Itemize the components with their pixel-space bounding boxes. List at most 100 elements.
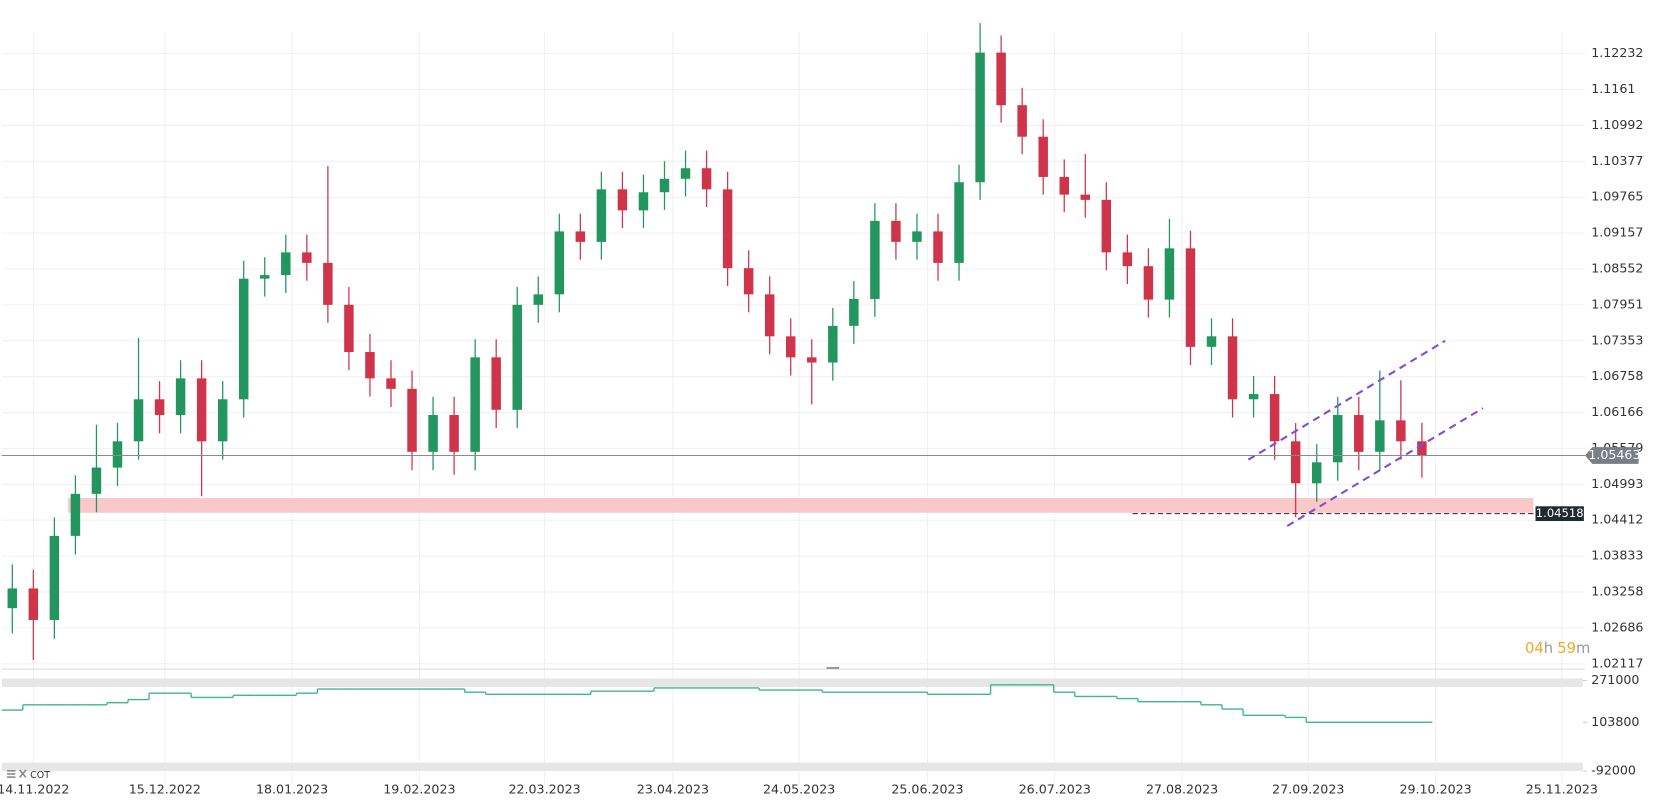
candle-body <box>1038 136 1048 177</box>
icon <box>7 773 16 775</box>
candle-body <box>470 357 480 452</box>
candle-body <box>91 467 102 494</box>
channel-upper <box>1247 339 1446 461</box>
y-tick-label: 1.09157 <box>1591 225 1643 240</box>
y-tick-label: 1.03258 <box>1591 584 1643 599</box>
y-tick-label: 1.07353 <box>1591 332 1643 347</box>
candle-body <box>1269 394 1280 442</box>
icon <box>7 776 16 778</box>
candle-body <box>386 378 396 389</box>
candle-body <box>281 252 291 276</box>
grid <box>1 31 1585 784</box>
candle-body <box>1290 441 1301 484</box>
indicator-name: COT <box>30 770 50 781</box>
candles <box>1 23 1585 660</box>
candle-body <box>1101 199 1112 253</box>
candle-body <box>407 388 417 452</box>
candle-body <box>638 192 649 211</box>
candle-body <box>302 252 312 263</box>
candle-body <box>1017 105 1027 137</box>
candle-body <box>533 294 543 305</box>
candle-body <box>1417 441 1427 456</box>
candle-body <box>975 52 985 183</box>
x-tick-label: 23.04.2023 <box>637 782 709 797</box>
y2-tick-label: -92000 <box>1591 763 1636 778</box>
candle-body <box>912 231 922 242</box>
indicator-icons <box>7 769 27 778</box>
candle-body <box>870 220 880 299</box>
icon <box>19 769 27 778</box>
icon <box>7 770 16 772</box>
y-tick-label: 1.12232 <box>1591 45 1643 60</box>
candle-body <box>28 588 39 620</box>
x-tick-label: 25.11.2023 <box>1526 782 1598 797</box>
candle-body <box>112 441 123 468</box>
candle-body <box>1143 266 1154 300</box>
candle-body <box>701 168 712 190</box>
y-tick-label: 1.07951 <box>1591 296 1643 311</box>
y2-tick-label: 271000 <box>1591 672 1639 687</box>
y-tick-label: 1.02117 <box>1591 655 1643 670</box>
countdown-hours: 04 <box>1525 640 1544 657</box>
candle-body <box>1375 420 1385 452</box>
candle-body <box>722 189 733 269</box>
candle-body <box>512 304 522 410</box>
y-tick-label: 1.10992 <box>1591 117 1643 132</box>
y-tick-label: 1.10377 <box>1591 153 1643 168</box>
candle-body <box>1206 336 1217 347</box>
candle-body <box>680 168 691 179</box>
candle-body <box>449 415 459 452</box>
x-tick-label: 22.03.2023 <box>508 782 580 797</box>
band-bottom <box>1 762 1583 772</box>
y-tick-label: 1.03833 <box>1591 548 1643 563</box>
candle-body <box>49 535 60 620</box>
candle-body <box>175 378 186 416</box>
candle-body <box>996 52 1006 106</box>
candle-body <box>617 189 628 211</box>
countdown-minutes: 59 <box>1557 640 1576 657</box>
candle-body <box>1122 252 1133 267</box>
y-tick-label: 1.04993 <box>1591 476 1643 491</box>
y2-tick-label: 103800 <box>1591 714 1639 729</box>
candle-body <box>807 357 817 363</box>
y-tick-label: 1.08552 <box>1591 261 1643 276</box>
candle-body <box>196 378 207 442</box>
candle-body <box>323 262 333 305</box>
countdown-m: m <box>1576 640 1590 657</box>
candle-body <box>849 298 859 326</box>
x-tick-label: 24.05.2023 <box>763 782 835 797</box>
y-tick-label: 1.02686 <box>1591 619 1643 634</box>
candle-body <box>786 336 796 358</box>
candle-body <box>1354 415 1364 452</box>
candle-body <box>7 588 18 609</box>
level-label-box <box>1535 506 1584 522</box>
x-tick-label: 29.10.2023 <box>1399 782 1471 797</box>
x-tick-label: 19.02.2023 <box>383 782 455 797</box>
candle-body <box>743 268 754 295</box>
candle-body <box>933 231 943 263</box>
last-price-label: 1.05463 <box>1588 447 1640 462</box>
candle-body <box>1059 176 1069 195</box>
zone-layer <box>68 498 1534 515</box>
candle-body <box>365 352 375 379</box>
support-zone <box>68 498 1534 513</box>
candle-body <box>954 182 964 263</box>
x-tick-label: 18.01.2023 <box>256 782 328 797</box>
level-label: 1.04518 <box>1536 506 1584 520</box>
y-tick-label: 1.06166 <box>1591 404 1643 419</box>
candle-body <box>238 278 249 400</box>
y-tick-label: 1.09765 <box>1591 189 1643 204</box>
candle-body <box>1185 248 1196 347</box>
x-tick-label: 27.08.2023 <box>1146 782 1218 797</box>
y-tick-label: 1.1161 <box>1591 81 1635 96</box>
candle-body <box>154 399 165 416</box>
y-tick-label: 1.04412 <box>1591 512 1643 527</box>
candle-body <box>828 325 838 363</box>
candle-body <box>344 304 354 353</box>
candle-body <box>554 231 565 295</box>
x-tick-label: 25.06.2023 <box>891 782 963 797</box>
countdown-h: h <box>1544 640 1553 657</box>
x-tick-label: 14.11.2022 <box>0 782 69 797</box>
